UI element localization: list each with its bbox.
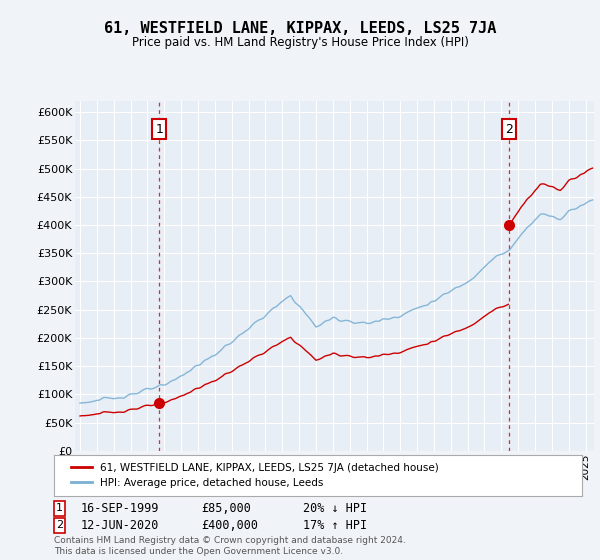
Text: Price paid vs. HM Land Registry's House Price Index (HPI): Price paid vs. HM Land Registry's House … <box>131 36 469 49</box>
Text: 20% ↓ HPI: 20% ↓ HPI <box>303 502 367 515</box>
Text: 12-JUN-2020: 12-JUN-2020 <box>81 519 160 532</box>
Legend: 61, WESTFIELD LANE, KIPPAX, LEEDS, LS25 7JA (detached house), HPI: Average price: 61, WESTFIELD LANE, KIPPAX, LEEDS, LS25 … <box>64 456 445 494</box>
Text: 2: 2 <box>56 520 63 530</box>
Text: 17% ↑ HPI: 17% ↑ HPI <box>303 519 367 532</box>
Text: £400,000: £400,000 <box>201 519 258 532</box>
Text: Contains HM Land Registry data © Crown copyright and database right 2024.
This d: Contains HM Land Registry data © Crown c… <box>54 536 406 556</box>
Text: 16-SEP-1999: 16-SEP-1999 <box>81 502 160 515</box>
Text: 61, WESTFIELD LANE, KIPPAX, LEEDS, LS25 7JA: 61, WESTFIELD LANE, KIPPAX, LEEDS, LS25 … <box>104 21 496 36</box>
Text: 1: 1 <box>56 503 63 514</box>
Text: 2: 2 <box>505 123 512 136</box>
Text: £85,000: £85,000 <box>201 502 251 515</box>
Text: 1: 1 <box>155 123 163 136</box>
